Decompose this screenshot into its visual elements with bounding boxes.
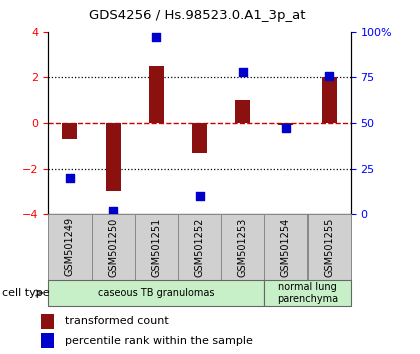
- Bar: [135, 214, 178, 280]
- Bar: [105, 123, 121, 192]
- Text: GSM501251: GSM501251: [151, 217, 161, 276]
- Point: [153, 34, 160, 40]
- Point: [196, 193, 203, 199]
- Bar: [48, 214, 92, 280]
- Bar: [264, 214, 307, 280]
- Text: GDS4256 / Hs.98523.0.A1_3p_at: GDS4256 / Hs.98523.0.A1_3p_at: [89, 9, 306, 22]
- Text: caseous TB granulomas: caseous TB granulomas: [98, 288, 215, 298]
- Text: GSM501249: GSM501249: [65, 217, 75, 276]
- Point: [239, 69, 246, 75]
- Text: GSM501252: GSM501252: [194, 217, 205, 276]
- Bar: [322, 78, 337, 123]
- Bar: [178, 214, 221, 280]
- Bar: [62, 123, 77, 139]
- Point: [110, 208, 116, 213]
- Point: [326, 73, 333, 79]
- Bar: [307, 214, 351, 280]
- Bar: [192, 123, 207, 153]
- Bar: [41, 333, 54, 348]
- Text: GSM501254: GSM501254: [281, 217, 291, 276]
- Text: percentile rank within the sample: percentile rank within the sample: [65, 336, 253, 346]
- Text: GSM501253: GSM501253: [238, 217, 248, 276]
- Bar: [92, 214, 135, 280]
- Bar: [48, 280, 264, 306]
- Bar: [264, 280, 351, 306]
- Text: normal lung
parenchyma: normal lung parenchyma: [277, 282, 338, 304]
- Bar: [235, 100, 250, 123]
- Bar: [278, 123, 294, 125]
- Bar: [41, 314, 54, 329]
- Point: [283, 126, 289, 131]
- Bar: [149, 66, 164, 123]
- Text: GSM501255: GSM501255: [324, 217, 334, 276]
- Text: GSM501250: GSM501250: [108, 217, 118, 276]
- Text: transformed count: transformed count: [65, 316, 169, 326]
- Text: cell type: cell type: [2, 288, 50, 298]
- Point: [66, 175, 73, 181]
- Bar: [221, 214, 264, 280]
